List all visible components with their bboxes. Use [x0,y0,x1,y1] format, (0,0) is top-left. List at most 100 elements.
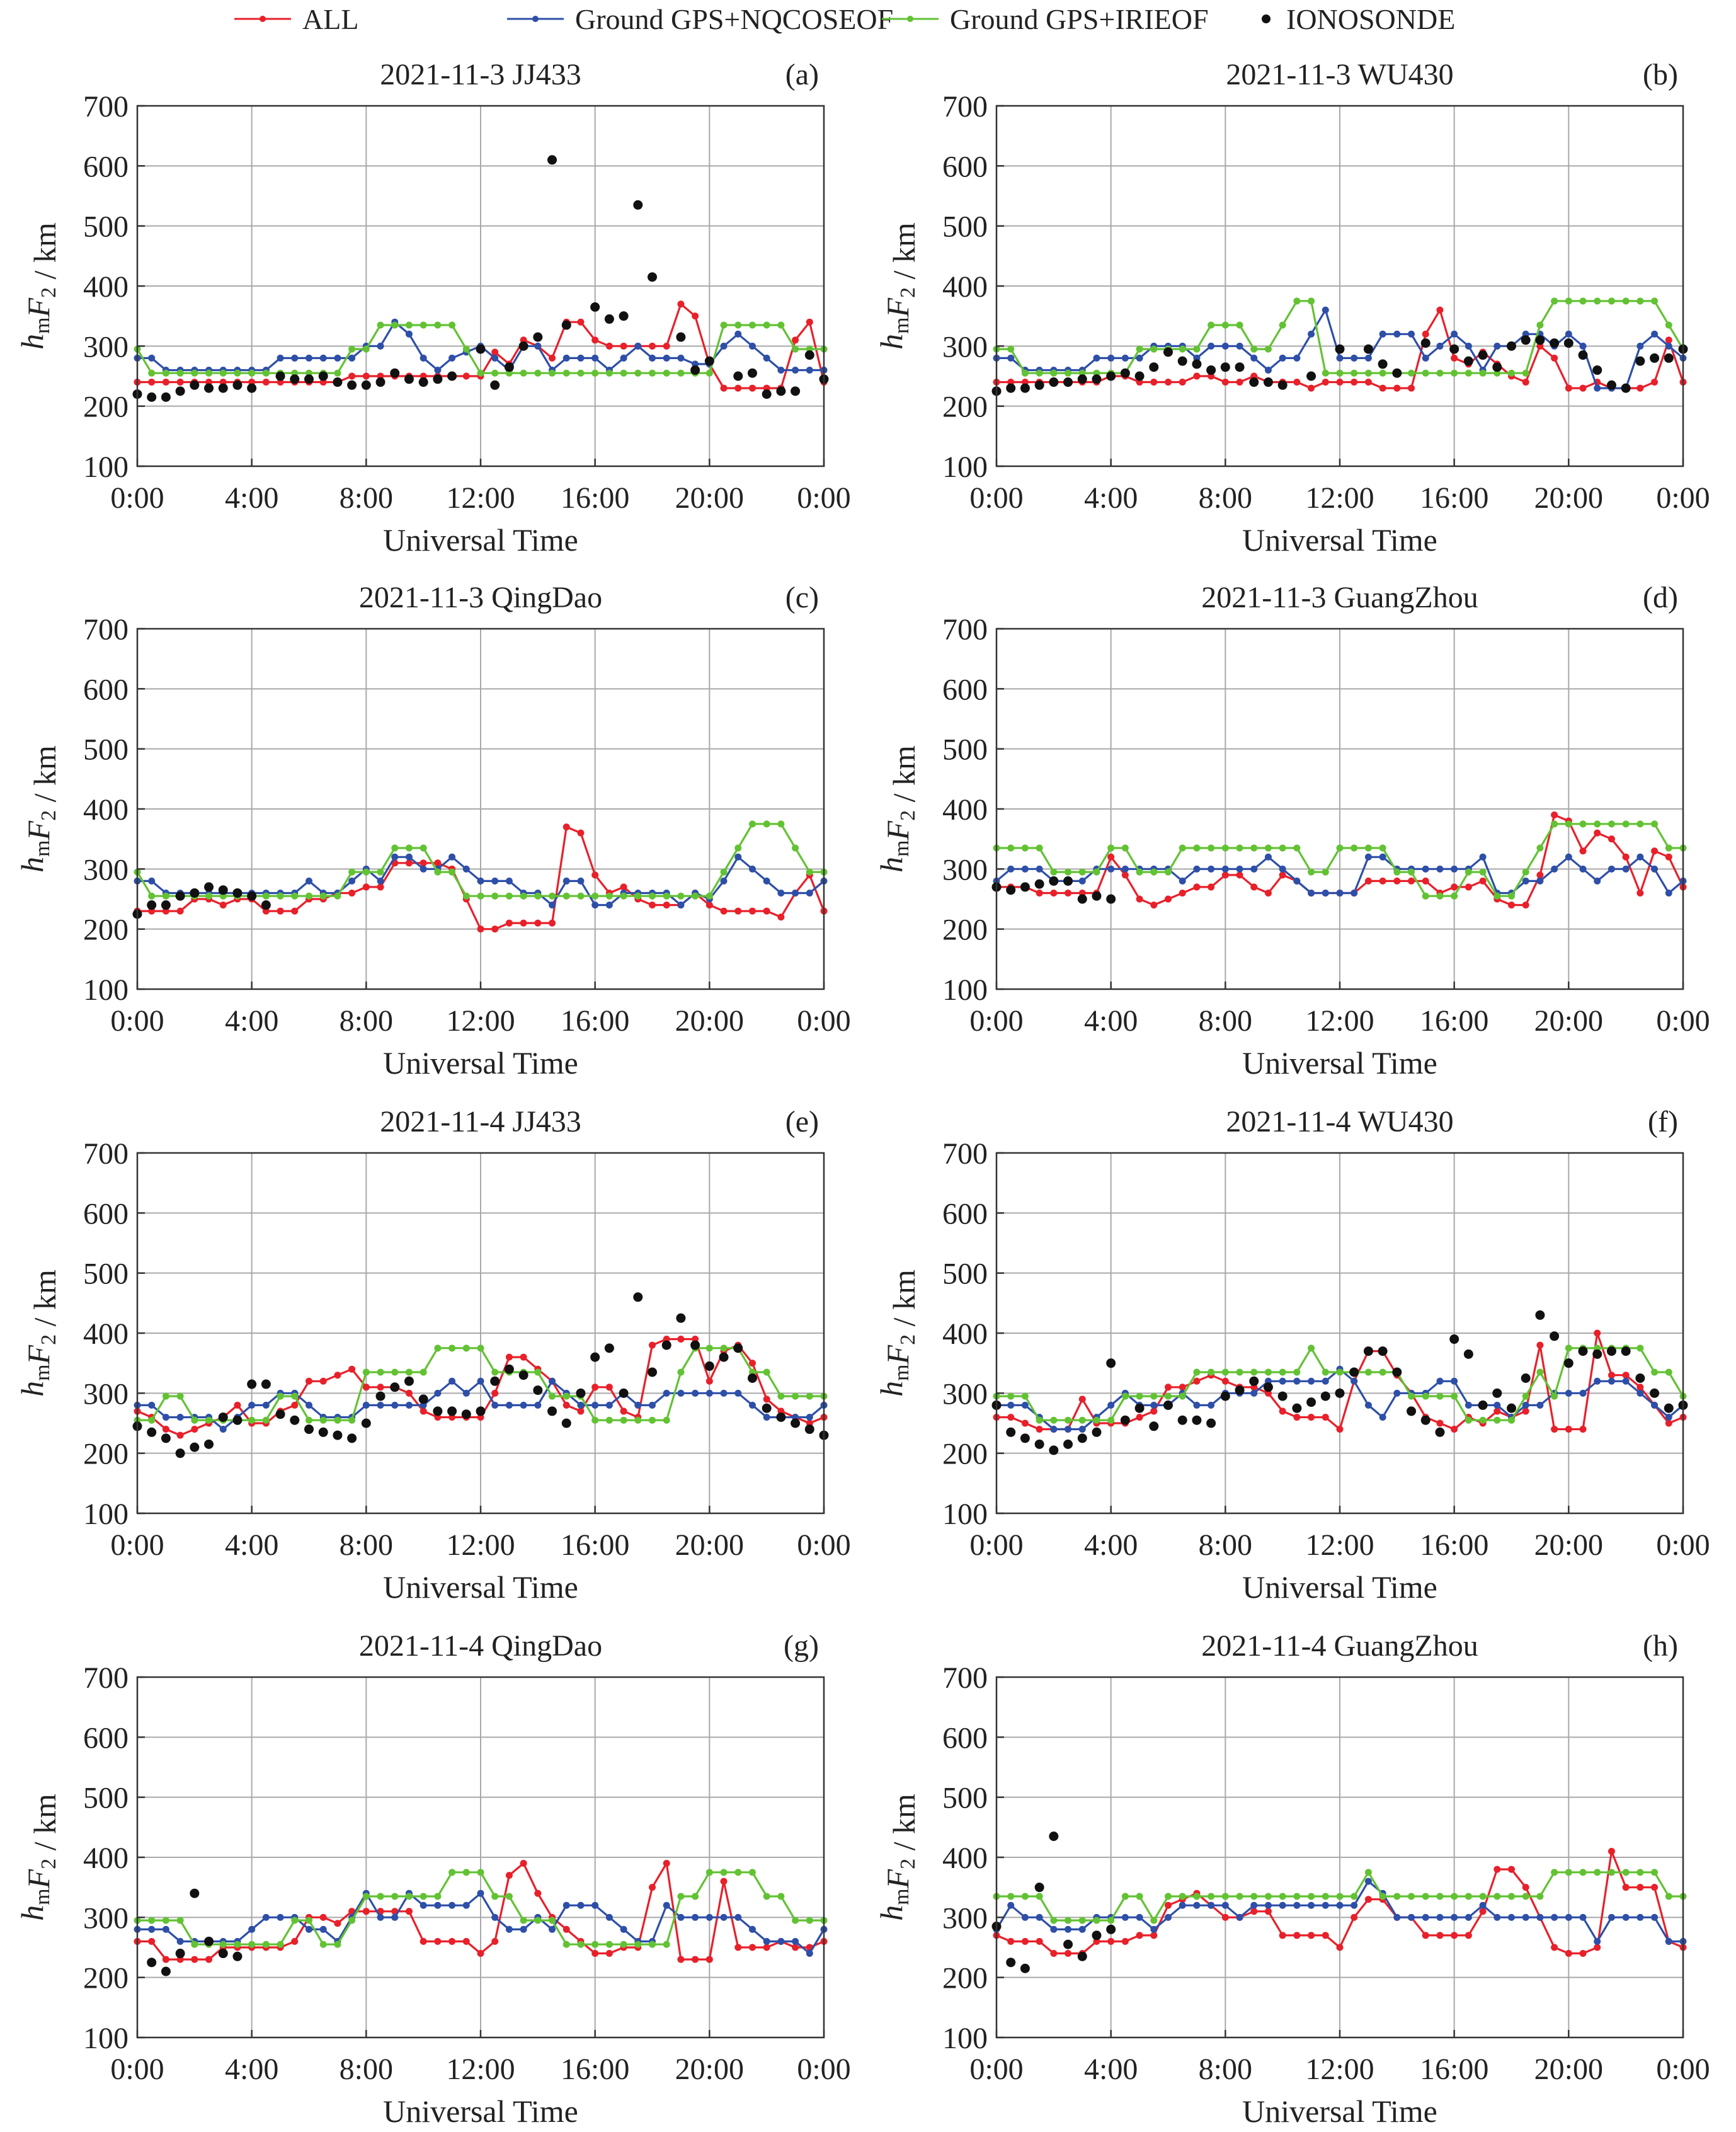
series [132,882,271,919]
ionosonde-point [1550,338,1560,348]
data-point [1121,865,1129,873]
data-point [562,1940,570,1948]
data-point [1221,865,1229,873]
x-tick-label: 20:00 [675,1528,744,1562]
data-point [1508,892,1515,900]
legend-label: IONOSONDE [1286,3,1455,35]
data-point [1036,889,1043,897]
data-point [1536,1913,1544,1921]
data-point [234,1401,241,1409]
data-point [1107,1401,1115,1409]
data-point [1165,895,1172,903]
data-point [620,1925,627,1933]
data-point [1522,379,1529,386]
data-point [377,1401,384,1409]
data-point [1594,1869,1601,1876]
ionosonde-point [733,1343,743,1353]
ionosonde-point [361,1418,371,1428]
data-point [1351,369,1358,377]
data-point [1422,354,1429,362]
data-point [162,1917,169,1924]
x-tick-label: 16:00 [1420,1004,1488,1038]
data-point [1393,1913,1401,1921]
y-axis-label: hmF2 / km [14,1794,62,1921]
data-point [520,1401,527,1409]
data-point [491,1368,499,1376]
data-point [1250,1389,1258,1397]
data-point [1336,1944,1344,1951]
ionosonde-point [161,392,171,402]
data-point [620,1407,627,1415]
data-point [1336,1368,1344,1376]
ionosonde-point [1650,1388,1660,1398]
data-point [1522,1913,1529,1921]
data-point [620,883,627,891]
ionosonde-point [1578,1346,1588,1356]
y-tick-label: 100 [942,450,988,484]
data-point [1107,865,1115,873]
data-point [1508,1913,1515,1921]
data-point [1422,1392,1429,1400]
data-point [491,348,499,356]
data-point [1250,1893,1258,1900]
ionosonde-point [719,1352,729,1362]
data-point [262,379,270,386]
data-point [577,369,585,377]
data-point [1293,1932,1301,1939]
data-point [1236,321,1243,329]
ionosonde-point [433,1406,443,1416]
data-point [634,369,642,377]
data-point [277,354,284,362]
data-point [1236,844,1243,852]
legend-label: Ground GPS+NQCOSEOF [575,3,893,35]
data-point [1036,1937,1043,1945]
ionosonde-point [1149,362,1159,372]
data-point [1279,865,1286,873]
data-point [1078,1416,1086,1424]
x-tick-label: 8:00 [340,2053,393,2086]
data-point [1322,868,1329,876]
data-point [405,330,413,338]
data-point [1150,345,1158,353]
data-point [1579,1426,1587,1433]
data-point [1036,1913,1043,1921]
ionosonde-point [347,380,357,390]
data-point [692,312,699,320]
ionosonde-point [619,311,629,321]
data-point [763,354,770,362]
data-point [1479,877,1487,885]
data-point [705,369,713,377]
data-point [291,1937,299,1945]
data-point [434,321,442,329]
legend-dot-swatch [1262,14,1271,23]
ionosonde-point [704,1361,714,1371]
data-point [692,1913,699,1921]
x-axis-label: Universal Time [1242,1569,1437,1605]
x-tick-label: 16:00 [1420,2053,1488,2086]
data-point [1136,1932,1143,1939]
data-point [1551,865,1558,873]
data-point [348,1365,356,1373]
data-point [1522,877,1529,885]
data-point [1065,889,1072,897]
data-point [162,379,169,386]
data-point [219,369,227,377]
data-point [1465,1913,1472,1921]
data-point [720,384,728,392]
data-point [1050,889,1058,897]
data-point [777,321,785,329]
ionosonde-point [676,1313,686,1323]
x-tick-label: 0:00 [797,481,850,515]
data-point [148,1401,156,1409]
data-point [434,1389,442,1397]
ionosonde-point [762,1403,772,1413]
ionosonde-point [1507,341,1516,351]
data-point [1264,366,1272,374]
ionosonde-point [747,368,757,378]
data-point [1479,1908,1487,1915]
data-point [1107,354,1115,362]
ionosonde-point [1292,1403,1302,1413]
series [132,1292,829,1459]
data-point [362,372,370,380]
data-point [1078,1396,1086,1403]
